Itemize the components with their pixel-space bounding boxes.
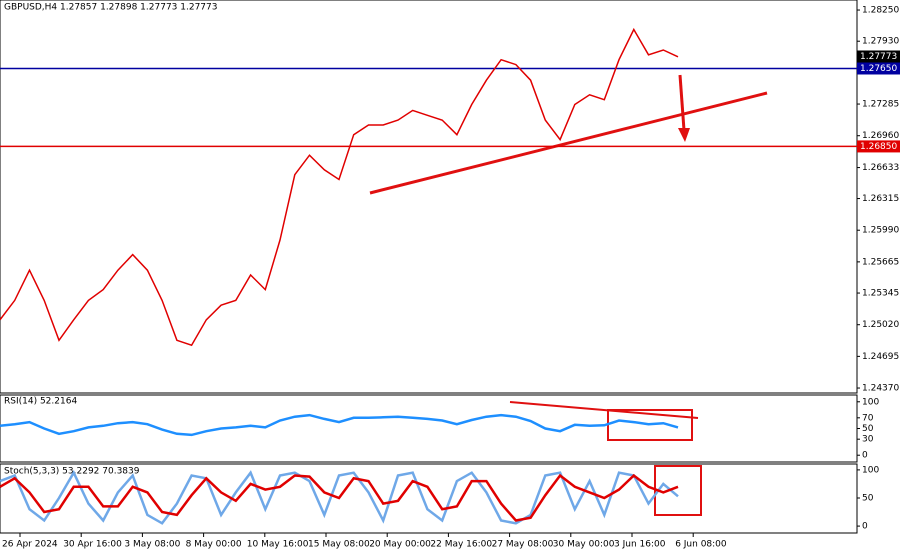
rsi-title: RSI(14) 52.2164 bbox=[4, 397, 77, 407]
chart-title: GBPUSD,H4 1.27857 1.27898 1.27773 1.2777… bbox=[4, 3, 217, 13]
x-tick-label: 27 May 08:00 bbox=[492, 540, 554, 550]
x-tick-label: 8 May 00:00 bbox=[186, 540, 242, 550]
x-tick-label: 3 May 08:00 bbox=[124, 540, 180, 550]
last-price-bg bbox=[857, 50, 900, 63]
level-label: 1.26850 bbox=[860, 142, 897, 152]
y-tick-label: 1.24695 bbox=[862, 352, 899, 362]
x-tick-label: 30 May 00:00 bbox=[553, 540, 615, 550]
y-tick-label: 1.26315 bbox=[862, 194, 899, 204]
series-line bbox=[0, 413, 679, 437]
x-tick-label: 10 May 16:00 bbox=[247, 540, 309, 550]
y-tick-label: 1.27930 bbox=[862, 37, 899, 47]
x-tick-label: 15 May 08:00 bbox=[308, 540, 370, 550]
series-line bbox=[0, 470, 679, 525]
x-tick-label: 3 Jun 16:00 bbox=[614, 540, 666, 550]
y-tick-label: 50 bbox=[862, 493, 874, 503]
x-tick-label: 30 Apr 16:00 bbox=[63, 540, 122, 550]
y-tick-label: 0 bbox=[862, 522, 868, 532]
stoch-box bbox=[654, 465, 702, 516]
y-tick-label: 1.27285 bbox=[862, 100, 899, 110]
y-tick-label: 1.28250 bbox=[862, 6, 899, 16]
series-line bbox=[0, 473, 679, 522]
stoch-frame bbox=[0, 463, 858, 534]
y-tick-label: 1.26633 bbox=[862, 163, 899, 173]
y-tick-label: 0 bbox=[862, 451, 868, 461]
y-tick-label: 1.25990 bbox=[862, 226, 899, 236]
y-tick-label: 1.25020 bbox=[862, 320, 899, 330]
arrow-head bbox=[678, 128, 690, 142]
rsi-frame bbox=[0, 394, 858, 463]
y-tick-label: 1.25665 bbox=[862, 257, 899, 267]
x-tick-label: 20 May 00:00 bbox=[369, 540, 431, 550]
arrow-shaft bbox=[678, 74, 686, 131]
rsi-trend-line bbox=[509, 401, 699, 419]
y-tick-label: 30 bbox=[862, 435, 874, 445]
level-label-bg bbox=[857, 140, 900, 153]
y-tick-label: 1.24370 bbox=[862, 384, 899, 394]
y-tick-label: 50 bbox=[862, 424, 874, 434]
x-tick-label: 22 May 16:00 bbox=[430, 540, 492, 550]
last-price-label: 1.27773 bbox=[860, 52, 897, 62]
y-tick-label: 70 bbox=[862, 413, 874, 423]
level-label-bg bbox=[857, 62, 900, 75]
stoch-title: Stoch(5,3,3) 53.2292 70.3839 bbox=[4, 467, 140, 477]
trend-line bbox=[369, 91, 768, 195]
x-tick-label: 26 Apr 2024 bbox=[2, 540, 58, 550]
level-label: 1.27650 bbox=[860, 64, 897, 74]
y-tick-label: 100 bbox=[862, 397, 879, 407]
y-tick-label: 1.25345 bbox=[862, 289, 899, 299]
y-tick-label: 1.26960 bbox=[862, 131, 899, 141]
y-tick-label: 100 bbox=[862, 465, 879, 475]
series-line bbox=[0, 27, 679, 347]
x-tick-label: 6 Jun 08:00 bbox=[675, 540, 727, 550]
annotations bbox=[369, 74, 768, 516]
main-frame bbox=[0, 0, 858, 394]
